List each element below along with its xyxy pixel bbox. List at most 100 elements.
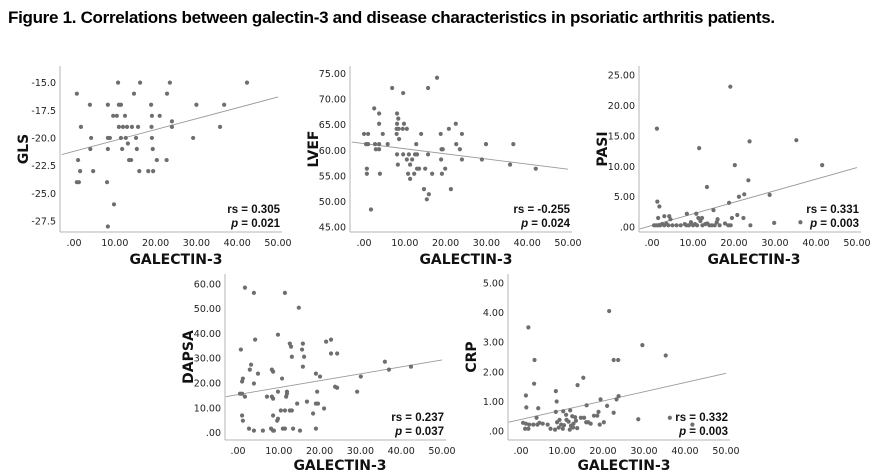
- data-point: [654, 126, 660, 131]
- x-tick-label: 50.00: [843, 238, 870, 249]
- data-point: [313, 371, 319, 376]
- data-point: [408, 162, 413, 167]
- data-point: [728, 84, 733, 89]
- data-point: [670, 223, 675, 228]
- data-point: [704, 184, 710, 190]
- x-tick-label: 20.00: [432, 238, 459, 249]
- data-point: [459, 131, 465, 137]
- p-value: = 0.003: [817, 218, 859, 230]
- x-axis-title: GALECTIN-3: [577, 458, 670, 474]
- data-point: [260, 428, 265, 433]
- data-point: [678, 223, 683, 228]
- data-point: [614, 397, 619, 402]
- data-point: [430, 171, 435, 176]
- y-tick-label: 2.00: [483, 367, 504, 378]
- data-point: [533, 166, 538, 171]
- data-point: [440, 147, 445, 152]
- data-point: [164, 91, 170, 96]
- data-point: [656, 215, 661, 221]
- data-point: [454, 142, 459, 147]
- data-point: [732, 163, 737, 168]
- data-point: [711, 208, 716, 213]
- data-point: [439, 157, 444, 162]
- data-point: [120, 146, 125, 152]
- y-tick-label: 15.00: [608, 131, 635, 142]
- data-point: [364, 166, 369, 171]
- figure-title: Figure 1. Correlations between galectin-…: [8, 8, 775, 27]
- data-point: [457, 147, 462, 152]
- data-point: [137, 169, 142, 174]
- data-point: [596, 409, 601, 414]
- data-point: [667, 415, 672, 420]
- data-point: [684, 211, 689, 216]
- x-tick-label: 20.00: [589, 446, 616, 457]
- data-point: [289, 408, 294, 413]
- data-point: [377, 171, 383, 176]
- data-point: [275, 418, 280, 423]
- x-tick-label: 20.00: [720, 238, 747, 249]
- data-point: [373, 147, 378, 152]
- data-point: [296, 305, 301, 310]
- data-point: [453, 121, 458, 126]
- data-point: [584, 403, 589, 408]
- y-tick-label: .00: [620, 223, 635, 234]
- x-axis-title: GALECTIN-3: [129, 252, 222, 268]
- x-tick-label: .00: [66, 238, 81, 249]
- data-point: [222, 102, 227, 107]
- rs-annotation: rs = -0.255: [513, 204, 570, 216]
- data-point: [251, 428, 257, 433]
- data-point: [588, 421, 593, 426]
- y-tick-label: 50.00: [194, 304, 221, 315]
- data-point: [244, 80, 250, 85]
- x-axis-title: GALECTIN-3: [707, 252, 800, 268]
- x-tick-label: 20.00: [306, 446, 333, 457]
- data-point: [611, 357, 616, 363]
- data-point: [315, 401, 321, 406]
- data-point: [405, 171, 411, 176]
- data-point: [688, 220, 694, 225]
- data-point: [607, 308, 612, 314]
- data-point: [376, 121, 382, 126]
- data-point: [150, 146, 155, 152]
- data-point: [120, 124, 126, 129]
- chart-crp: 5.00 4.00 3.00 2.00 1.00 .00 .00 10.00 20.00 30.0…: [464, 274, 740, 474]
- data-point: [400, 126, 405, 131]
- data-point: [443, 166, 448, 171]
- data-point: [239, 391, 245, 396]
- data-point: [561, 409, 566, 414]
- data-point: [523, 393, 529, 398]
- data-point: [662, 214, 667, 219]
- chart-dapsa: 60.00 50.00 40.00 30.00 20.00 10.00 .00 .00 10.0…: [181, 274, 456, 474]
- data-point: [605, 403, 610, 409]
- data-point: [118, 102, 124, 107]
- data-point: [404, 157, 409, 162]
- data-point: [321, 406, 327, 411]
- data-point: [74, 91, 79, 96]
- data-point: [123, 135, 128, 141]
- x-tick-label: .00: [356, 238, 371, 249]
- data-point: [240, 418, 245, 423]
- data-point: [129, 157, 134, 163]
- data-point: [556, 425, 561, 430]
- data-point: [75, 157, 81, 163]
- data-point: [722, 221, 728, 226]
- data-point: [288, 344, 294, 349]
- data-point: [598, 397, 603, 402]
- data-point: [567, 427, 572, 432]
- data-point: [423, 166, 428, 171]
- data-point: [76, 180, 81, 185]
- data-point: [553, 409, 558, 414]
- data-point: [536, 406, 541, 411]
- regression-line: [639, 167, 858, 230]
- data-point: [122, 113, 128, 118]
- data-point: [570, 425, 576, 430]
- data-point: [372, 106, 377, 111]
- data-point: [169, 119, 175, 124]
- y-tick-label: 60.00: [319, 146, 346, 157]
- data-point: [242, 394, 248, 399]
- data-point: [372, 142, 378, 147]
- regression-line: [351, 141, 569, 170]
- regression-line: [225, 359, 443, 398]
- data-point: [548, 426, 553, 431]
